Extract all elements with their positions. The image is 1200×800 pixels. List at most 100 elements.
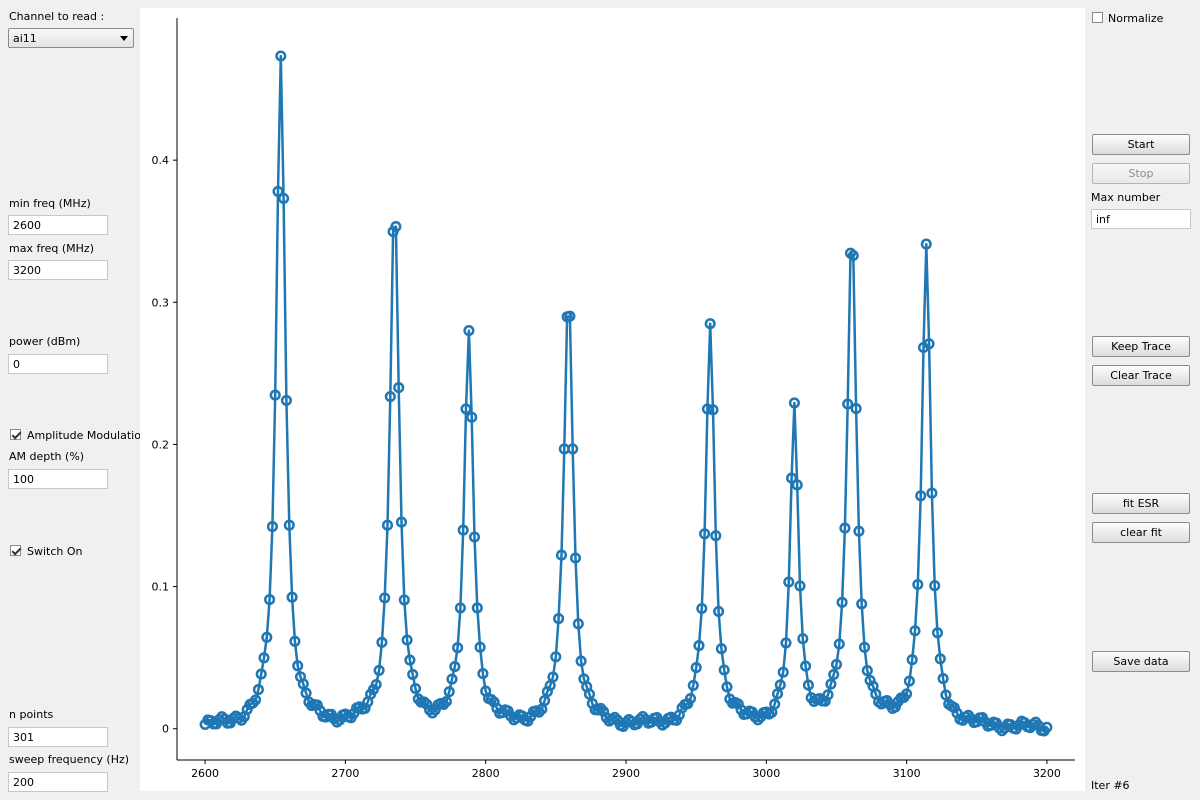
channel-select[interactable]: ai11 — [8, 28, 134, 48]
min-freq-input[interactable]: 2600 — [8, 215, 108, 235]
start-button[interactable]: Start — [1092, 134, 1190, 155]
clear-fit-button[interactable]: clear fit — [1092, 522, 1190, 543]
max-number-input[interactable]: inf — [1091, 209, 1191, 229]
power-input[interactable]: 0 — [8, 354, 108, 374]
data-point — [901, 688, 913, 700]
data-point — [889, 701, 901, 713]
max-freq-label: max freq (MHz) — [9, 242, 94, 255]
data-point — [830, 658, 843, 670]
save-data-button[interactable]: Save data — [1092, 651, 1190, 672]
data-point — [376, 636, 388, 648]
data-point — [583, 688, 596, 700]
data-point — [934, 653, 946, 665]
data-point — [258, 652, 270, 664]
data-point — [468, 531, 481, 543]
x-tick-label: 2700 — [331, 767, 359, 780]
sweep-frequency-input[interactable]: 200 — [8, 772, 108, 792]
data-point — [567, 443, 579, 455]
data-point — [266, 521, 278, 533]
data-point — [373, 664, 385, 676]
x-tick-label: 3100 — [893, 767, 921, 780]
data-point — [926, 487, 938, 499]
data-point — [569, 552, 582, 564]
data-point — [842, 398, 854, 410]
stop-button[interactable]: Stop — [1092, 163, 1190, 184]
fit-esr-button[interactable]: fit ESR — [1092, 493, 1190, 514]
data-point — [788, 397, 800, 409]
esr-plot[interactable]: 2600 2700 2800 2900 3000 3100 3200 0 0.1 0.2 0.3 0.… — [140, 8, 1085, 791]
data-point — [800, 660, 812, 672]
data-point — [440, 695, 452, 708]
data-point — [275, 50, 287, 62]
data-point — [381, 519, 394, 531]
x-tick-label: 2600 — [191, 767, 219, 780]
data-point — [443, 686, 455, 698]
keep-trace-button[interactable]: Keep Trace — [1092, 336, 1190, 357]
data-point — [822, 689, 834, 701]
am-depth-input[interactable]: 100 — [8, 469, 108, 489]
data-point — [732, 698, 744, 710]
data-point — [311, 699, 323, 711]
clear-trace-button[interactable]: Clear Trace — [1092, 365, 1190, 386]
data-point — [853, 525, 865, 537]
data-point — [348, 707, 360, 719]
data-point — [1041, 721, 1053, 733]
data-point — [390, 221, 402, 233]
normalize-label: Normalize — [1108, 12, 1164, 25]
power-label: power (dBm) — [9, 335, 81, 348]
data-point — [906, 654, 918, 666]
data-point — [384, 391, 396, 403]
data-point — [684, 692, 697, 705]
data-point — [393, 382, 405, 394]
data-point — [836, 596, 848, 608]
data-point — [278, 192, 290, 204]
max-number-label: Max number — [1091, 191, 1161, 204]
iteration-counter: Iter #6 — [1091, 779, 1130, 792]
data-point — [707, 404, 719, 416]
y-tick-label: 0.3 — [152, 296, 170, 309]
data-point — [547, 671, 559, 683]
data-point — [395, 516, 408, 528]
switch-on-checkbox[interactable] — [10, 545, 21, 556]
esr-plot-canvas: 2600 2700 2800 2900 3000 3100 3200 0 0.1 0.2 0.3 0.… — [152, 18, 1075, 780]
data-point — [292, 660, 304, 672]
data-point — [833, 638, 845, 650]
data-point — [783, 576, 795, 588]
data-point — [297, 678, 309, 690]
data-point — [471, 602, 483, 614]
data-point — [915, 490, 927, 502]
channel-select-value: ai11 — [13, 32, 37, 45]
data-point — [550, 651, 562, 663]
data-point — [937, 673, 949, 685]
data-point — [286, 591, 298, 603]
data-point — [777, 666, 789, 678]
n-points-label: n points — [9, 708, 54, 721]
data-point — [283, 519, 295, 531]
data-point — [457, 524, 469, 536]
data-point — [839, 522, 851, 534]
data-point — [786, 472, 798, 484]
data-point — [718, 664, 730, 676]
data-point — [931, 627, 944, 639]
y-tick-label: 0 — [162, 723, 169, 736]
data-point — [398, 594, 410, 606]
data-point — [250, 694, 262, 706]
data-point — [912, 578, 924, 591]
max-freq-input[interactable]: 3200 — [8, 260, 108, 280]
data-point — [454, 602, 466, 614]
y-tick-label: 0.1 — [152, 581, 170, 594]
data-point — [572, 618, 584, 630]
data-point — [687, 679, 699, 691]
data-point — [920, 238, 932, 250]
y-tick-label: 0.4 — [152, 154, 170, 167]
data-point — [699, 528, 711, 540]
data-point — [721, 681, 733, 693]
x-tick-label: 3000 — [752, 767, 780, 780]
n-points-input[interactable]: 301 — [8, 727, 108, 747]
data-point — [404, 654, 416, 666]
data-point — [774, 679, 786, 691]
normalize-checkbox[interactable] — [1092, 12, 1103, 23]
amplitude-modulation-checkbox[interactable] — [10, 429, 21, 440]
am-depth-label: AM depth (%) — [9, 450, 85, 463]
data-point — [449, 661, 461, 673]
